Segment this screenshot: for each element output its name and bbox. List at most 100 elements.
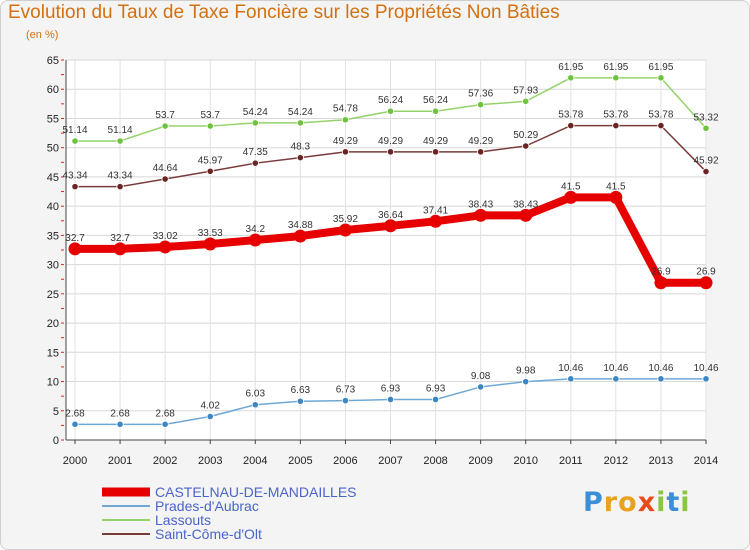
series-marker-1 — [71, 420, 79, 428]
data-label: 49.29 — [468, 136, 493, 147]
series-marker-1 — [702, 375, 710, 383]
legend: CASTELNAU-DE-MANDAILLESPrades-d'AubracLa… — [102, 484, 357, 542]
series-marker-3 — [296, 154, 304, 162]
series-marker-3 — [657, 121, 665, 130]
y-tick-label: 20 — [47, 318, 59, 330]
series-marker-2 — [251, 119, 259, 127]
brand-letter: i — [680, 487, 691, 518]
series-marker-2 — [522, 97, 530, 105]
data-label: 32.7 — [65, 233, 85, 244]
data-label: 53.78 — [603, 110, 628, 121]
data-label: 53.7 — [155, 110, 175, 121]
data-label: 56.24 — [423, 95, 448, 106]
series-marker-1 — [477, 383, 485, 391]
data-label: 43.34 — [62, 171, 87, 182]
y-tick-label: 5 — [53, 406, 59, 418]
data-label: 6.03 — [246, 389, 266, 400]
series-marker-0 — [699, 276, 713, 290]
y-tick-label: 25 — [47, 289, 59, 301]
x-tick-label: 2009 — [468, 455, 492, 467]
data-label: 44.64 — [153, 163, 178, 174]
brand-logo: Proxiti — [583, 487, 691, 518]
data-label: 54.24 — [243, 107, 268, 118]
data-label: 6.63 — [291, 385, 311, 396]
brand-letter: i — [656, 487, 667, 518]
series-marker-3 — [206, 167, 214, 175]
data-label: 53.78 — [648, 110, 673, 121]
data-label: 54.24 — [288, 107, 313, 118]
series-marker-1 — [612, 375, 620, 383]
series-marker-2 — [702, 124, 710, 132]
series-marker-0 — [203, 237, 217, 251]
data-label: 51.14 — [108, 125, 133, 136]
chart-ylabel: (en %) — [26, 29, 59, 41]
y-tick-label: 65 — [47, 55, 59, 67]
grid — [66, 59, 707, 441]
x-tick-label: 2014 — [694, 455, 718, 467]
series-marker-2 — [567, 74, 575, 82]
series-marker-1 — [431, 395, 440, 404]
y-tick-label: 45 — [47, 172, 59, 184]
x-tick-label: 2000 — [63, 455, 87, 467]
x-tick-label: 2007 — [378, 455, 402, 467]
data-label: 41.5 — [606, 181, 626, 192]
series-marker-0 — [429, 214, 443, 228]
x-tick-label: 2005 — [288, 455, 312, 467]
x-tick-label: 2008 — [423, 455, 447, 467]
axes: 0 5 10 15 20 25 30 35 40 45 50 55 60 65 2000 2001 2002 20… — [47, 55, 718, 467]
data-labels: 2.68 2.68 2.68 4.02 6.03 6.63 6.73 6.93 6.93 9.08… — [62, 62, 718, 420]
series-marker-3 — [251, 159, 259, 167]
data-label: 57.36 — [468, 89, 493, 100]
series-marker-0 — [248, 233, 262, 247]
series-marker-3 — [161, 175, 169, 183]
data-label: 61.95 — [648, 62, 673, 73]
data-label: 43.34 — [108, 171, 133, 182]
series-marker-3 — [567, 121, 575, 130]
series-marker-3 — [116, 183, 124, 191]
data-label: 32.7 — [110, 233, 130, 244]
data-label: 34.88 — [288, 220, 313, 231]
series-marker-1 — [206, 412, 214, 421]
series-marker-0 — [293, 229, 307, 243]
y-tick-label: 10 — [47, 377, 59, 389]
data-label: 36.64 — [378, 210, 403, 221]
series-marker-2 — [296, 119, 304, 127]
y-tick-label: 0 — [53, 435, 59, 447]
data-label: 41.5 — [561, 181, 581, 192]
series-marker-0 — [338, 223, 352, 237]
series-marker-1 — [522, 378, 530, 386]
series-marker-0 — [519, 208, 533, 222]
x-tick-label: 2001 — [108, 455, 132, 467]
series-marker-2 — [477, 101, 485, 109]
series-marker-1 — [116, 420, 124, 428]
data-label: 2.68 — [110, 408, 130, 419]
data-label: 61.95 — [603, 62, 628, 73]
series-marker-2 — [206, 122, 214, 130]
series-marker-1 — [296, 397, 304, 405]
brand-letter: o — [618, 487, 638, 518]
data-label: 9.98 — [516, 366, 536, 377]
data-label: 4.02 — [200, 400, 220, 411]
y-tick-label: 60 — [47, 84, 59, 96]
series-marker-0 — [474, 208, 488, 222]
series-marker-1 — [341, 397, 350, 405]
data-label: 10.46 — [648, 363, 673, 374]
data-label: 53.32 — [693, 112, 718, 123]
y-tick-label: 50 — [47, 143, 59, 155]
series-marker-0 — [113, 242, 127, 256]
y-tick-label: 40 — [47, 201, 59, 213]
series-marker-3 — [612, 121, 620, 130]
series-marker-3 — [386, 148, 395, 156]
x-tick-label: 2010 — [513, 455, 537, 467]
series-lines — [68, 74, 713, 428]
data-label: 33.02 — [153, 231, 178, 242]
data-label: 50.29 — [513, 130, 538, 141]
data-label: 6.93 — [426, 383, 446, 394]
series-marker-0 — [654, 276, 668, 290]
data-label: 2.68 — [65, 408, 85, 419]
series-marker-2 — [71, 137, 79, 145]
x-tick-label: 2002 — [153, 455, 177, 467]
data-label: 48.3 — [291, 142, 311, 153]
series-marker-3 — [71, 183, 79, 191]
data-label: 10.46 — [603, 363, 628, 374]
